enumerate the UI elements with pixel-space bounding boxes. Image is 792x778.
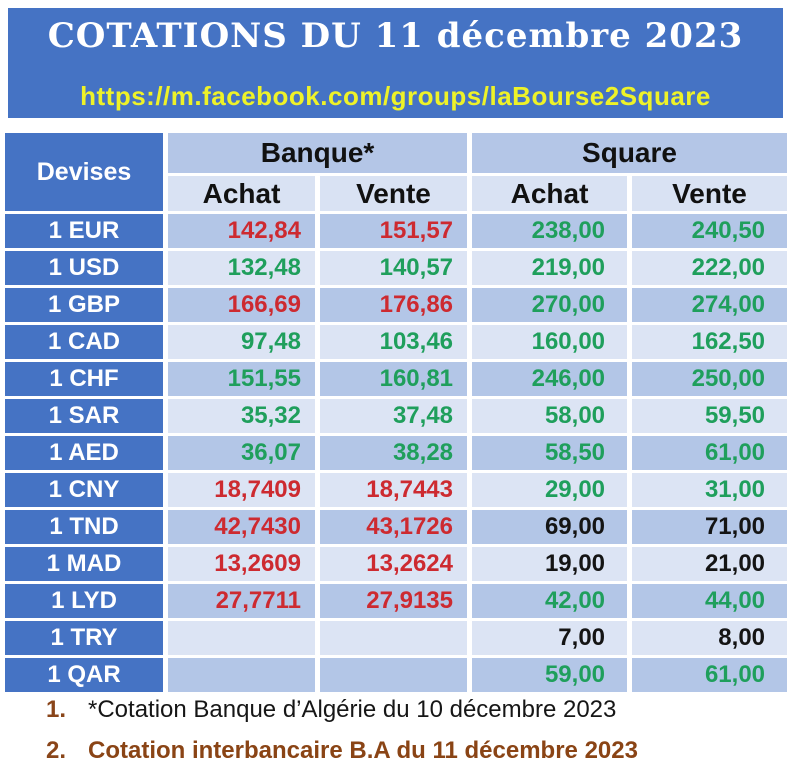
table-row: 1 EUR 142,84 151,57 238,00 240,50 — [5, 214, 788, 248]
rate-value: 61,00 — [632, 658, 788, 692]
rate-value: 274,00 — [632, 288, 788, 322]
rate-value: 21,00 — [632, 547, 788, 581]
footnote-banque-algerie: 1. *Cotation Banque d’Algérie du 10 déce… — [46, 696, 776, 724]
rate-value: 42,7430 — [168, 510, 315, 544]
table-row: 1 AED 36,07 38,28 58,50 61,00 — [5, 436, 788, 470]
currency-label: 1 USD — [5, 251, 163, 285]
rate-value: 166,69 — [168, 288, 315, 322]
currency-label: 1 SAR — [5, 399, 163, 433]
rate-value: 71,00 — [632, 510, 788, 544]
table-header-row-groups: Devises Banque* Square — [5, 133, 788, 211]
currency-label: 1 TRY — [5, 621, 163, 655]
rate-value: 42,00 — [472, 584, 628, 618]
rate-value: 58,00 — [472, 399, 628, 433]
group-header-square: Square — [472, 133, 788, 173]
subheader-banque-vente: Vente — [320, 176, 468, 211]
footnote-text: Cotation interbancaire B.A du 11 décembr… — [88, 737, 638, 764]
rate-value: 59,00 — [472, 658, 628, 692]
currency-label: 1 GBP — [5, 288, 163, 322]
rate-value: 240,50 — [632, 214, 788, 248]
rate-value: 103,46 — [320, 325, 468, 359]
rate-value: 142,84 — [168, 214, 315, 248]
rate-value: 160,81 — [320, 362, 468, 396]
rate-value: 35,32 — [168, 399, 315, 433]
rate-value: 29,00 — [472, 473, 628, 507]
rate-value: 69,00 — [472, 510, 628, 544]
rate-value: 27,7711 — [168, 584, 315, 618]
table-row: 1 USD 132,48 140,57 219,00 222,00 — [5, 251, 788, 285]
rate-value: 19,00 — [472, 547, 628, 581]
subheader-banque-achat: Achat — [168, 176, 315, 211]
footnote-number: 1. — [46, 696, 67, 723]
rate-value: 61,00 — [632, 436, 788, 470]
rate-value — [320, 658, 468, 692]
table-row: 1 QAR 59,00 61,00 — [5, 658, 788, 692]
rate-value: 140,57 — [320, 251, 468, 285]
rate-value: 31,00 — [632, 473, 788, 507]
rate-value: 8,00 — [632, 621, 788, 655]
currency-label: 1 EUR — [5, 214, 163, 248]
rate-value — [168, 621, 315, 655]
currency-label: 1 CNY — [5, 473, 163, 507]
footnote-text: *Cotation Banque d’Algérie du 10 décembr… — [88, 696, 617, 723]
column-header-devises: Devises — [5, 133, 163, 211]
table-row: 1 SAR 35,32 37,48 58,00 59,50 — [5, 399, 788, 433]
rate-value: 36,07 — [168, 436, 315, 470]
rate-value: 151,55 — [168, 362, 315, 396]
rate-value: 270,00 — [472, 288, 628, 322]
table-row: 1 GBP 166,69 176,86 270,00 274,00 — [5, 288, 788, 322]
rate-value: 44,00 — [632, 584, 788, 618]
rate-value: 58,50 — [472, 436, 628, 470]
currency-label: 1 CHF — [5, 362, 163, 396]
rate-value: 97,48 — [168, 325, 315, 359]
rate-value: 43,1726 — [320, 510, 468, 544]
quotations-table: Devises Banque* Square Achat Vente Achat… — [0, 130, 792, 695]
rate-value: 162,50 — [632, 325, 788, 359]
rate-value: 59,50 — [632, 399, 788, 433]
table-header-row-sub: Achat Vente Achat Vente — [5, 176, 788, 211]
footnote-number: 2. — [46, 737, 67, 764]
table-row: 1 CAD 97,48 103,46 160,00 162,50 — [5, 325, 788, 359]
rate-value: 219,00 — [472, 251, 628, 285]
rate-value: 222,00 — [632, 251, 788, 285]
rate-value: 160,00 — [472, 325, 628, 359]
table-row: 1 TRY 7,00 8,00 — [5, 621, 788, 655]
footnotes: 1. *Cotation Banque d’Algérie du 10 déce… — [46, 696, 776, 778]
rate-value: 246,00 — [472, 362, 628, 396]
currency-label: 1 MAD — [5, 547, 163, 581]
currency-label: 1 LYD — [5, 584, 163, 618]
currency-label: 1 CAD — [5, 325, 163, 359]
rate-value: 27,9135 — [320, 584, 468, 618]
subheader-square-achat: Achat — [472, 176, 628, 211]
rate-value: 250,00 — [632, 362, 788, 396]
rate-value: 37,48 — [320, 399, 468, 433]
table-row: 1 TND 42,7430 43,1726 69,00 71,00 — [5, 510, 788, 544]
rate-value — [168, 658, 315, 692]
subheader-square-vente: Vente — [632, 176, 788, 211]
rate-value: 151,57 — [320, 214, 468, 248]
rate-value: 132,48 — [168, 251, 315, 285]
rate-value: 13,2624 — [320, 547, 468, 581]
group-header-banque: Banque* — [168, 133, 468, 173]
page-title: COTATIONS DU 11 décembre 2023 — [47, 16, 744, 56]
rate-value: 176,86 — [320, 288, 468, 322]
rate-value — [320, 621, 468, 655]
rate-value: 18,7443 — [320, 473, 468, 507]
rate-value: 13,2609 — [168, 547, 315, 581]
table-row: 1 CNY 18,7409 18,7443 29,00 31,00 — [5, 473, 788, 507]
table-row: 1 CHF 151,55 160,81 246,00 250,00 — [5, 362, 788, 396]
currency-label: 1 QAR — [5, 658, 163, 692]
table-row: 1 MAD 13,2609 13,2624 19,00 21,00 — [5, 547, 788, 581]
facebook-group-url: https://m.facebook.com/groups/laBourse2S… — [80, 81, 711, 111]
footnote-interbancaire: 2. Cotation interbancaire B.A du 11 déce… — [46, 737, 776, 765]
header-banner: COTATIONS DU 11 décembre 2023 https://m.… — [8, 8, 783, 118]
rate-value: 38,28 — [320, 436, 468, 470]
rate-value: 7,00 — [472, 621, 628, 655]
currency-label: 1 AED — [5, 436, 163, 470]
table-body: 1 EUR 142,84 151,57 238,00 240,50 1 USD 132,48… — [5, 214, 788, 692]
table-row: 1 LYD 27,7711 27,9135 42,00 44,00 — [5, 584, 788, 618]
currency-label: 1 TND — [5, 510, 163, 544]
rate-value: 18,7409 — [168, 473, 315, 507]
rate-value: 238,00 — [472, 214, 628, 248]
